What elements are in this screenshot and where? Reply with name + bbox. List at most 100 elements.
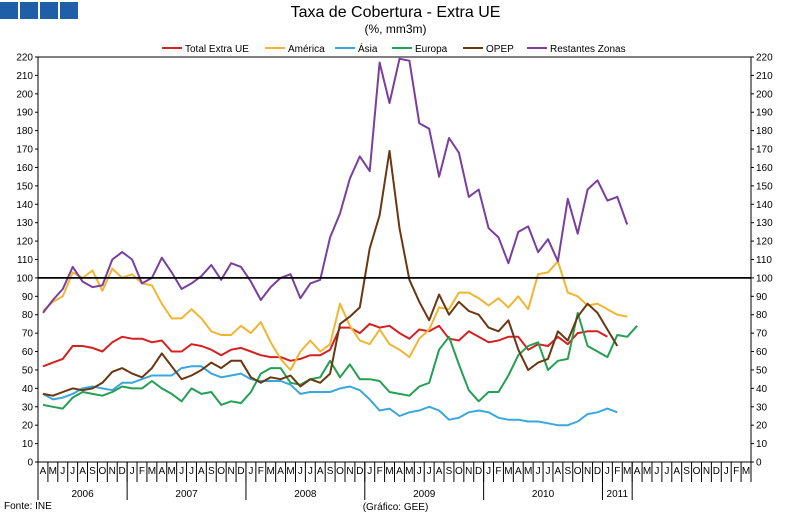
x-tick-label-month: J: [179, 466, 184, 477]
x-tick-label-month: F: [733, 466, 739, 477]
y-tick-label-left: 170: [16, 145, 33, 156]
y-tick-label-right: 180: [756, 126, 773, 137]
x-tick-label-month: J: [298, 466, 303, 477]
x-tick-label-month: M: [267, 466, 275, 477]
x-tick-label-month: F: [377, 466, 383, 477]
x-tick-label-month: A: [198, 466, 205, 477]
x-tick-label-month: J: [130, 466, 135, 477]
x-tick-label-month: J: [248, 466, 253, 477]
y-tick-label-left: 220: [16, 53, 33, 64]
y-tick-label-right: 150: [756, 181, 773, 192]
y-tick-label-right: 220: [756, 53, 773, 64]
legend-label-total-extra-ue: Total Extra UE: [185, 44, 249, 55]
x-tick-label-month: N: [465, 466, 472, 477]
x-tick-label-month: N: [584, 466, 591, 477]
y-tick-label-left: 200: [16, 89, 33, 100]
y-tick-label-right: 50: [756, 365, 768, 376]
x-tick-label-month: F: [139, 466, 145, 477]
x-tick-label-month: A: [515, 466, 522, 477]
series-line-restantes-zonas: [42, 57, 629, 314]
y-tick-label-right: 70: [756, 329, 768, 340]
y-axis-right: 0 10 20 30 40 50 60 70 80 90 100 110 120 130 140 150 160…: [751, 53, 773, 469]
x-tick-label-month: D: [356, 466, 363, 477]
x-tick-label-month: M: [742, 466, 750, 477]
y-tick-label-left: 90: [22, 292, 34, 303]
logo-square-2: [20, 2, 38, 19]
x-tick-label-month: O: [574, 466, 582, 477]
x-tick-label-year: 2008: [294, 489, 317, 500]
x-tick-label-month: A: [673, 466, 680, 477]
x-tick-label-month: M: [524, 466, 532, 477]
y-tick-label-left: 180: [16, 126, 33, 137]
y-tick-label-left: 50: [22, 365, 34, 376]
x-tick-label-month: J: [427, 466, 432, 477]
logo-square-4: [60, 2, 78, 19]
x-tick-label-month: O: [336, 466, 344, 477]
x-tick-label-month: A: [436, 466, 443, 477]
logo-square-1: [0, 2, 18, 19]
x-tick-label-month: S: [683, 466, 690, 477]
y-tick-label-left: 20: [22, 421, 34, 432]
y-tick-label-right: 120: [756, 237, 773, 248]
x-tick-label-month: J: [189, 466, 194, 477]
y-tick-label-left: 110: [17, 255, 33, 266]
x-tick-label-month: M: [405, 466, 413, 477]
x-tick-label-month: J: [308, 466, 313, 477]
x-tick-label-month: J: [545, 466, 550, 477]
y-tick-label-left: 60: [22, 347, 34, 358]
x-tick-label-month: J: [486, 466, 491, 477]
legend-label-opep: OPEP: [486, 44, 514, 55]
x-tick-label-month: A: [396, 466, 403, 477]
legend-label-asia: Ásia: [358, 42, 378, 55]
y-tick-label-right: 100: [756, 273, 773, 284]
x-tick-label-month: A: [317, 466, 324, 477]
x-tick-label-year: 2006: [71, 489, 94, 500]
y-tick-label-right: 210: [756, 71, 773, 82]
x-tick-label-month: M: [385, 466, 393, 477]
y-tick-label-right: 160: [756, 163, 773, 174]
y-tick-label-left: 120: [16, 237, 33, 248]
x-tick-label-month: A: [634, 466, 641, 477]
x-tick-label-month: S: [208, 466, 215, 477]
x-tick-label-month: S: [327, 466, 334, 477]
y-tick-label-left: 30: [22, 402, 34, 413]
y-tick-label-right: 110: [756, 255, 772, 266]
x-tick-label-year: 2011: [607, 489, 629, 500]
x-tick-label-month: D: [594, 466, 601, 477]
x-tick-label-month: M: [148, 466, 156, 477]
y-tick-label-left: 40: [22, 384, 34, 395]
x-tick-label-month: D: [475, 466, 482, 477]
x-tick-label-month: J: [654, 466, 659, 477]
x-tick-label-month: O: [217, 466, 225, 477]
x-tick-label-month: D: [119, 466, 126, 477]
x-tick-label-month: F: [258, 466, 264, 477]
x-tick-label-month: J: [605, 466, 610, 477]
x-tick-label-month: N: [227, 466, 234, 477]
y-tick-label-right: 80: [756, 310, 768, 321]
chart-subtitle: (%, mm3m): [364, 22, 427, 36]
x-tick-label-month: N: [703, 466, 710, 477]
legend-label-america: América: [288, 44, 325, 55]
y-tick-label-right: 20: [756, 421, 768, 432]
y-tick-label-left: 140: [16, 200, 33, 211]
y-tick-label-left: 190: [16, 108, 33, 119]
x-tick-label-month: M: [286, 466, 294, 477]
legend-label-restantes-zonas: Restantes Zonas: [550, 44, 626, 55]
y-tick-label-left: 10: [22, 439, 34, 450]
y-tick-label-right: 60: [756, 347, 768, 358]
x-tick-label-month: J: [724, 466, 729, 477]
x-tick-label-month: N: [346, 466, 353, 477]
x-tick-label-month: J: [664, 466, 669, 477]
x-tick-label-month: A: [555, 466, 562, 477]
y-tick-label-right: 10: [756, 439, 768, 450]
x-tick-label-year: 2010: [532, 489, 555, 500]
x-tick-label-year: 2009: [413, 489, 436, 500]
y-axis-left: 0 10 20 30 40 50 60 70 80 90 100 110 120 130 140 150 160…: [16, 53, 752, 469]
x-tick-label-month: J: [367, 466, 372, 477]
y-tick-label-right: 140: [756, 200, 773, 211]
x-tick-label-month: O: [98, 466, 106, 477]
x-tick-label-month: J: [70, 466, 75, 477]
y-tick-label-right: 90: [756, 292, 768, 303]
x-tick-label-month: S: [564, 466, 571, 477]
